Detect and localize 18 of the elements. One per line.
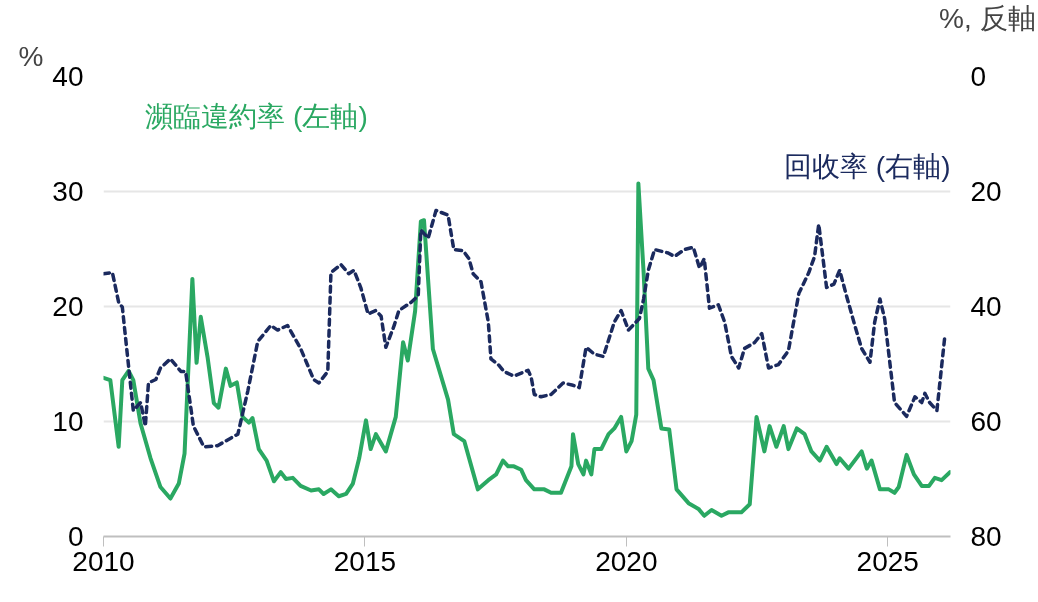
- y2-tick-label: 40: [970, 291, 1002, 322]
- y-axis-title: %: [18, 40, 44, 72]
- y-tick-label: 40: [52, 61, 84, 92]
- series-label: 回收率 (右軸): [784, 151, 951, 183]
- y2-axis-title: %, 反軸: [939, 2, 1036, 34]
- line-series: [103, 208, 947, 449]
- x-tick-label: 2015: [333, 545, 397, 577]
- x-tick-label: 2020: [595, 545, 658, 577]
- y-tick-label: 30: [52, 176, 84, 207]
- x-tick-label: 2025: [856, 545, 919, 577]
- y-tick-label: 20: [52, 291, 84, 322]
- y2-tick-label: 0: [970, 61, 987, 92]
- y2-tick-label: 80: [970, 521, 1002, 552]
- line-series: [103, 181, 951, 518]
- y2-tick-label: 60: [970, 406, 1002, 437]
- text: 瀕臨違約率 (左軸): [145, 100, 368, 132]
- y2-tick-label: 20: [970, 176, 1002, 207]
- y-tick-label: 10: [52, 406, 84, 437]
